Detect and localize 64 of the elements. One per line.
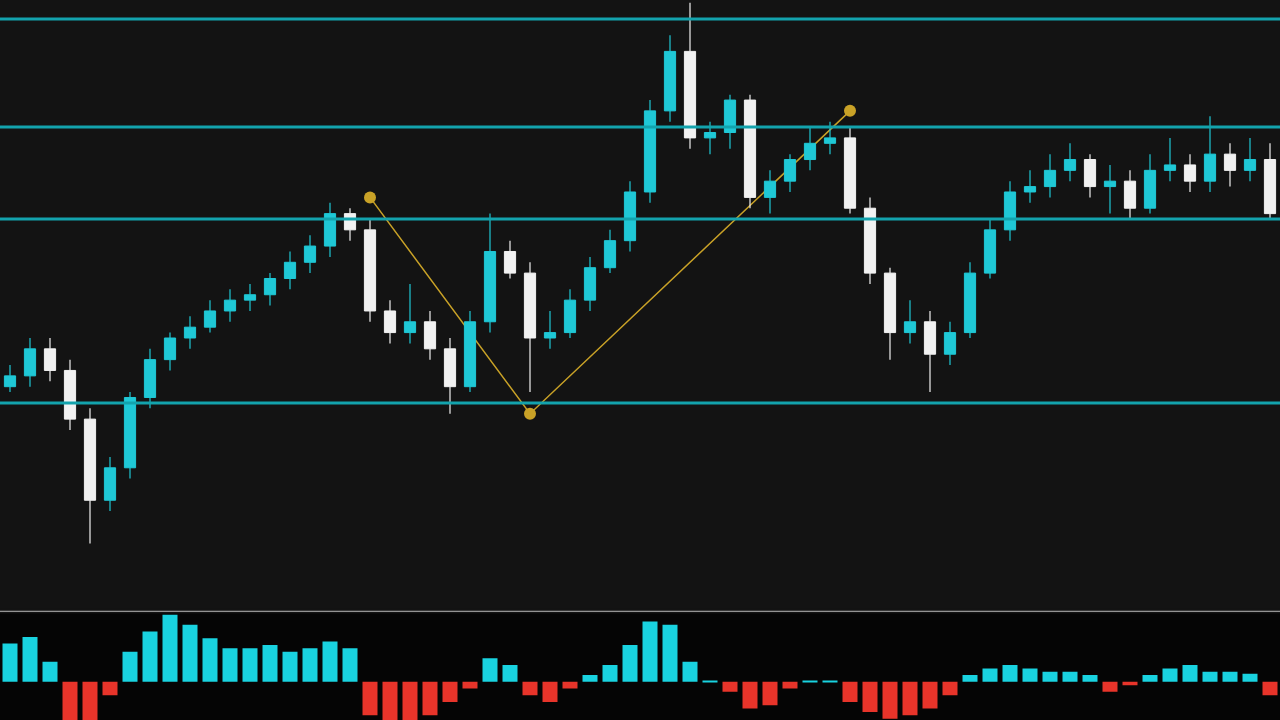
bar: [622, 644, 638, 682]
bar: [342, 648, 358, 682]
bar: [102, 681, 118, 696]
bar: [1182, 665, 1198, 682]
bar: [142, 631, 158, 682]
bar: [1082, 675, 1098, 682]
bar: [82, 681, 98, 720]
bar: [1142, 675, 1158, 682]
bar: [602, 665, 618, 682]
bar: [722, 681, 738, 692]
bar: [242, 648, 258, 682]
bar: [522, 681, 538, 696]
bar: [42, 661, 58, 682]
bar: [422, 681, 438, 716]
bar: [282, 651, 298, 682]
bar: [1162, 668, 1178, 682]
bar: [702, 680, 718, 683]
bar: [982, 668, 998, 682]
bar: [262, 644, 278, 682]
bar: [902, 681, 918, 716]
bar: [302, 648, 318, 682]
bar: [402, 681, 418, 720]
bar: [1202, 671, 1218, 682]
bar: [842, 681, 858, 702]
bar: [1262, 681, 1278, 696]
bar: [582, 675, 598, 682]
bar: [1042, 671, 1058, 682]
bar: [122, 651, 138, 682]
bar: [1222, 671, 1238, 682]
bar: [562, 681, 578, 689]
bar: [862, 681, 878, 712]
bar: [882, 681, 898, 719]
bar: [182, 624, 198, 682]
bar: [1242, 673, 1258, 682]
bar: [482, 658, 498, 682]
bar: [782, 681, 798, 689]
bar: [362, 681, 378, 716]
bar: [1062, 671, 1078, 682]
bar: [22, 636, 38, 682]
bar: [542, 681, 558, 702]
bar: [822, 680, 838, 683]
bar: [962, 675, 978, 682]
bar: [162, 614, 178, 682]
bar: [942, 681, 958, 696]
bar: [462, 681, 478, 689]
bar: [762, 681, 778, 706]
bar: [802, 680, 818, 683]
bar: [2, 643, 18, 682]
bar: [322, 641, 338, 682]
bar: [1122, 681, 1138, 686]
bar: [682, 661, 698, 682]
bar: [642, 621, 658, 682]
bar: [382, 681, 398, 720]
bar: [662, 624, 678, 682]
bar: [202, 638, 218, 682]
bar: [1002, 665, 1018, 682]
bar: [1102, 681, 1118, 692]
bar: [742, 681, 758, 709]
bar: [922, 681, 938, 709]
bar: [442, 681, 458, 702]
bar: [222, 648, 238, 682]
bar: [62, 681, 78, 720]
bar: [1022, 668, 1038, 682]
bar: [502, 665, 518, 682]
